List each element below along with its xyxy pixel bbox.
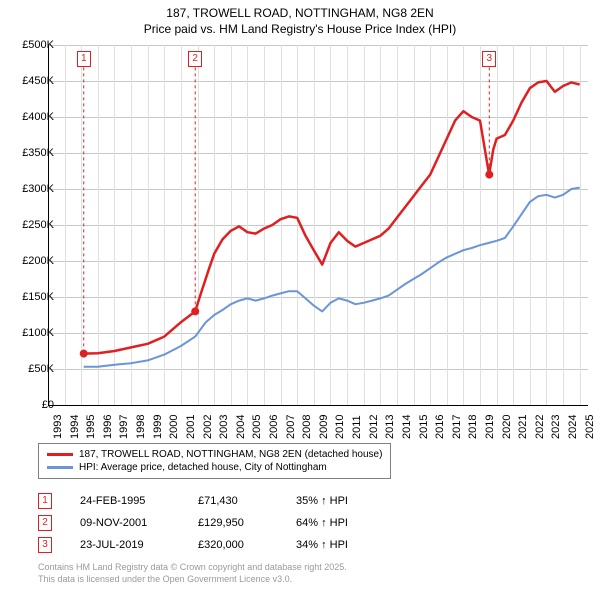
x-tick-label: 2013 <box>384 415 396 439</box>
plot-svg <box>48 45 588 405</box>
marker-box-1: 1 <box>77 51 91 67</box>
x-tick-label: 2010 <box>334 415 346 439</box>
y-tick-label: £350K <box>22 147 54 159</box>
x-tick-label: 1999 <box>152 415 164 439</box>
sales-table: 1 24-FEB-1995 £71,430 35% ↑ HPI 2 09-NOV-2001… <box>38 490 386 556</box>
sale-dot <box>80 350 88 358</box>
x-tick-label: 2002 <box>202 415 214 439</box>
x-tick-label: 2015 <box>418 415 430 439</box>
sale-date: 09-NOV-2001 <box>80 517 170 529</box>
legend-label: 187, TROWELL ROAD, NOTTINGHAM, NG8 2EN (… <box>79 449 382 460</box>
series-line <box>84 81 580 354</box>
x-tick-label: 2000 <box>168 415 180 439</box>
legend-swatch <box>47 453 73 456</box>
y-tick-label: £250K <box>22 219 54 231</box>
x-tick-label: 2019 <box>484 415 496 439</box>
x-tick-label: 1995 <box>85 415 97 439</box>
x-tick-label: 2017 <box>451 415 463 439</box>
x-axis-line <box>48 405 588 406</box>
x-tick-label: 2004 <box>235 415 247 439</box>
sale-row: 3 23-JUL-2019 £320,000 34% ↑ HPI <box>38 534 386 556</box>
x-tick-label: 1997 <box>118 415 130 439</box>
title-block: 187, TROWELL ROAD, NOTTINGHAM, NG8 2EN P… <box>0 0 600 37</box>
sale-marker: 1 <box>38 493 52 509</box>
footer-line-2: This data is licensed under the Open Gov… <box>38 574 347 586</box>
legend-row: 187, TROWELL ROAD, NOTTINGHAM, NG8 2EN (… <box>47 448 382 461</box>
x-tick-label: 2012 <box>368 415 380 439</box>
legend-box: 187, TROWELL ROAD, NOTTINGHAM, NG8 2EN (… <box>38 443 391 479</box>
y-tick-label: £300K <box>22 183 54 195</box>
x-tick-label: 2005 <box>251 415 263 439</box>
x-tick-label: 2003 <box>218 415 230 439</box>
sale-price: £71,430 <box>198 495 268 507</box>
x-tick-label: 1996 <box>102 415 114 439</box>
y-tick-label: £150K <box>22 291 54 303</box>
legend-label: HPI: Average price, detached house, City… <box>79 462 327 473</box>
legend-row: HPI: Average price, detached house, City… <box>47 461 382 474</box>
chart-container: 187, TROWELL ROAD, NOTTINGHAM, NG8 2EN P… <box>0 0 600 590</box>
footer-text: Contains HM Land Registry data © Crown c… <box>38 562 347 585</box>
x-tick-label: 2021 <box>517 415 529 439</box>
sale-price: £320,000 <box>198 539 268 551</box>
x-tick-label: 2024 <box>567 415 579 439</box>
sale-dot <box>191 307 199 315</box>
marker-box-3: 3 <box>482 51 496 67</box>
sale-pct: 64% ↑ HPI <box>296 517 386 529</box>
footer-line-1: Contains HM Land Registry data © Crown c… <box>38 562 347 574</box>
x-tick-label: 2014 <box>401 415 413 439</box>
legend-swatch <box>47 466 73 469</box>
x-tick-label: 2006 <box>268 415 280 439</box>
title-line-1: 187, TROWELL ROAD, NOTTINGHAM, NG8 2EN <box>0 6 600 22</box>
sale-date: 24-FEB-1995 <box>80 495 170 507</box>
sale-row: 1 24-FEB-1995 £71,430 35% ↑ HPI <box>38 490 386 512</box>
sale-row: 2 09-NOV-2001 £129,950 64% ↑ HPI <box>38 512 386 534</box>
sale-dot <box>485 171 493 179</box>
x-tick-label: 2009 <box>318 415 330 439</box>
marker-box-2: 2 <box>188 51 202 67</box>
y-tick-label: £450K <box>22 75 54 87</box>
x-tick-label: 2018 <box>467 415 479 439</box>
sale-marker: 3 <box>38 537 52 553</box>
chart-area: 1 2 3 <box>48 45 588 405</box>
sale-pct: 35% ↑ HPI <box>296 495 386 507</box>
x-tick-label: 2007 <box>285 415 297 439</box>
sale-date: 23-JUL-2019 <box>80 539 170 551</box>
x-tick-label: 2023 <box>550 415 562 439</box>
y-tick-label: £500K <box>22 39 54 51</box>
y-tick-label: £100K <box>22 327 54 339</box>
x-tick-label: 2008 <box>301 415 313 439</box>
x-tick-label: 1994 <box>69 415 81 439</box>
y-tick-label: £200K <box>22 255 54 267</box>
x-tick-label: 2001 <box>185 415 197 439</box>
sale-pct: 34% ↑ HPI <box>296 539 386 551</box>
x-tick-label: 1993 <box>52 415 64 439</box>
sale-price: £129,950 <box>198 517 268 529</box>
title-line-2: Price paid vs. HM Land Registry's House … <box>0 22 600 38</box>
y-tick-label: £400K <box>22 111 54 123</box>
x-tick-label: 2020 <box>501 415 513 439</box>
x-tick-label: 2025 <box>584 415 596 439</box>
x-tick-label: 1998 <box>135 415 147 439</box>
x-tick-label: 2016 <box>434 415 446 439</box>
y-tick-label: £50K <box>28 363 54 375</box>
sale-marker: 2 <box>38 515 52 531</box>
x-tick-label: 2022 <box>534 415 546 439</box>
y-tick-label: £0 <box>42 399 54 411</box>
x-tick-label: 2011 <box>351 415 363 439</box>
